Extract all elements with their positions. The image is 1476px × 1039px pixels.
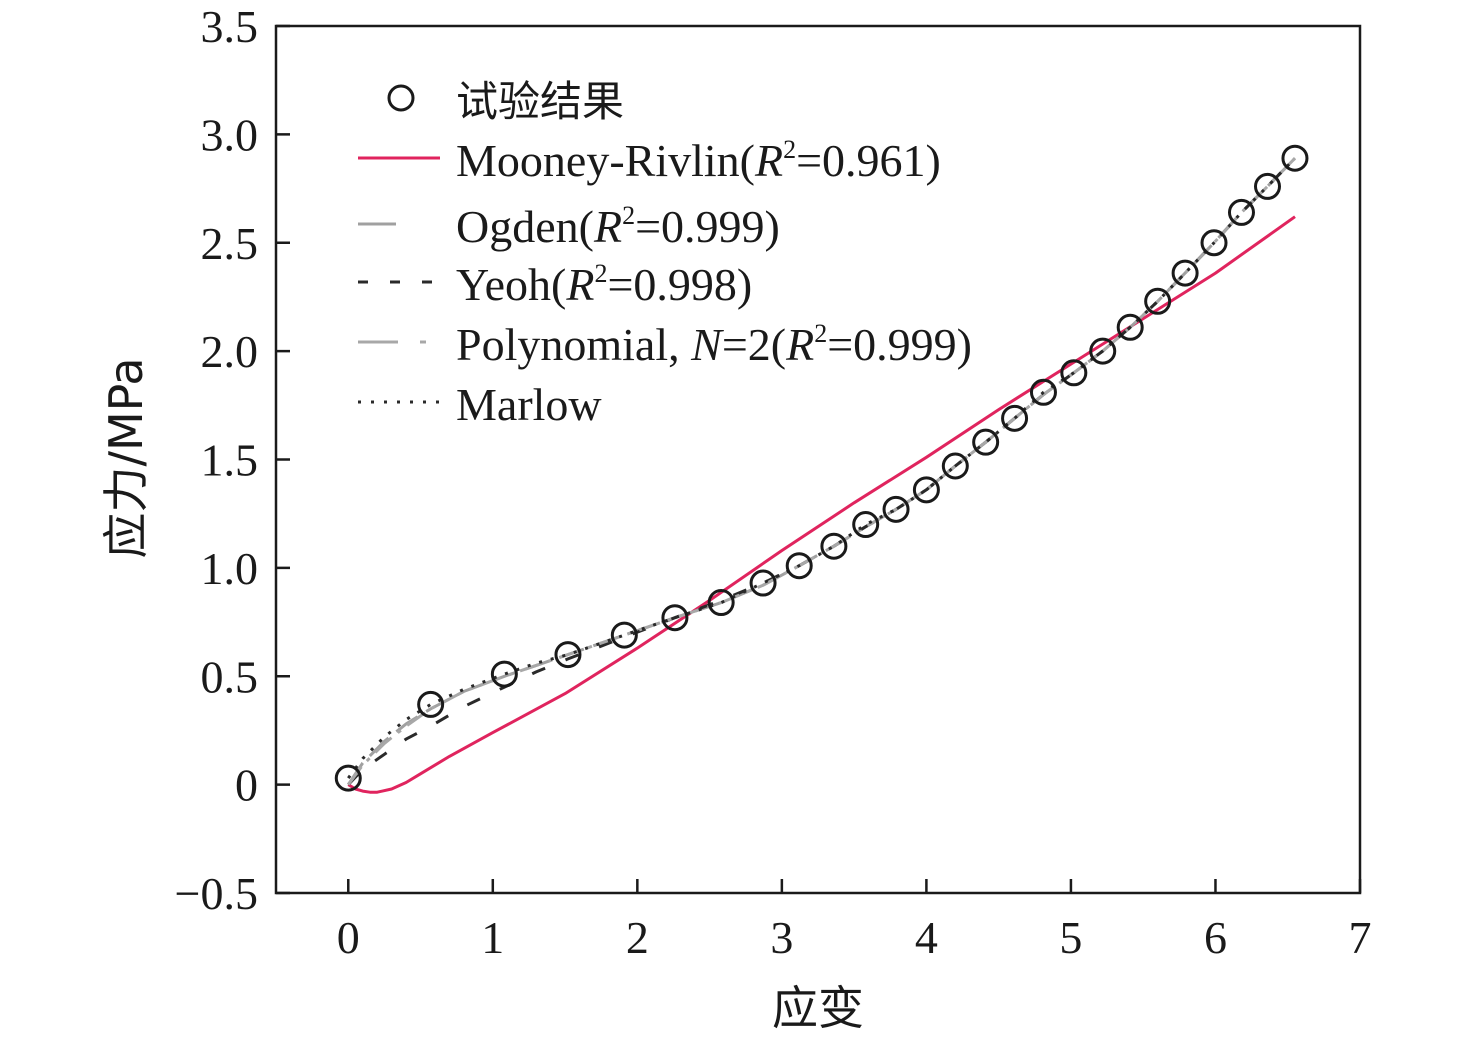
data-point-marker xyxy=(1227,198,1255,226)
y-tick-label: 1.0 xyxy=(201,543,259,594)
series-line-polynomial-n-2 xyxy=(347,157,1297,786)
data-point-marker xyxy=(749,569,777,597)
markers-layer xyxy=(334,144,1309,792)
x-tick-label: 4 xyxy=(915,912,938,963)
legend-entry: Ogden(R2=0.999) xyxy=(358,201,780,252)
data-point-marker xyxy=(554,641,582,669)
legend-entry: Yeoh(R2=0.998) xyxy=(358,259,752,310)
y-tick-label: 0 xyxy=(235,760,258,811)
data-point-marker xyxy=(1253,172,1281,200)
legend-label: Ogden(R2=0.999) xyxy=(456,201,780,252)
y-tick-label: 1.5 xyxy=(201,435,259,486)
y-axis-title: 应力/MPa xyxy=(99,357,153,558)
y-tick-label: −0.5 xyxy=(175,868,258,919)
data-point-marker xyxy=(972,428,1000,456)
data-point-marker xyxy=(610,621,638,649)
y-tick-label: 0.5 xyxy=(201,651,259,702)
data-point-marker xyxy=(912,476,940,504)
legend-label: 试验结果 xyxy=(456,77,624,126)
data-point-marker xyxy=(417,690,445,718)
x-tick-label: 6 xyxy=(1204,912,1227,963)
legend-label: Marlow xyxy=(456,379,602,430)
legend-entry: 试验结果 xyxy=(387,77,624,126)
x-axis-title: 应变 xyxy=(772,981,864,1035)
y-axis: −0.5 0 0.5 1.0 1.5 2.0 2.5 3.0 3.5 xyxy=(175,1,290,919)
data-point-marker xyxy=(1116,313,1144,341)
data-point-marker xyxy=(334,764,362,792)
legend-entry: Polynomial, N=2(R2=0.999) xyxy=(358,319,972,370)
legend: 试验结果 Mooney-Rivlin(R2=0.961) Ogden(R2=0.99… xyxy=(358,77,972,430)
data-point-marker xyxy=(1001,404,1029,432)
data-point-marker xyxy=(1200,229,1228,257)
data-point-marker xyxy=(707,589,735,617)
curves-layer xyxy=(347,157,1297,794)
data-point-marker xyxy=(1281,144,1309,172)
data-point-marker xyxy=(1171,259,1199,287)
x-axis: 0 1 2 3 4 5 6 7 xyxy=(337,879,1372,963)
y-tick-label: 2.0 xyxy=(201,326,259,377)
series-line-yeoh xyxy=(347,157,1297,786)
legend-marker xyxy=(387,84,415,112)
data-point-marker xyxy=(1144,287,1172,315)
x-tick-label: 1 xyxy=(481,912,504,963)
legend-label: Mooney-Rivlin(R2=0.961) xyxy=(456,135,941,186)
data-point-marker xyxy=(1089,337,1117,365)
data-point-marker xyxy=(882,495,910,523)
y-tick-label: 2.5 xyxy=(201,218,259,269)
legend-label: Polynomial, N=2(R2=0.999) xyxy=(456,319,972,370)
y-tick-label: 3.0 xyxy=(201,109,259,160)
data-point-marker xyxy=(490,660,518,688)
x-tick-label: 0 xyxy=(337,912,360,963)
x-tick-label: 2 xyxy=(626,912,649,963)
data-point-marker xyxy=(941,452,969,480)
data-point-marker xyxy=(1060,359,1088,387)
series-line-ogden xyxy=(347,157,1297,786)
y-tick-label: 3.5 xyxy=(201,1,259,52)
legend-entry: Mooney-Rivlin(R2=0.961) xyxy=(358,135,941,186)
data-point-marker xyxy=(820,532,848,560)
legend-label: Yeoh(R2=0.998) xyxy=(456,259,752,310)
data-point-marker xyxy=(661,604,689,632)
data-point-marker xyxy=(852,511,880,539)
x-tick-label: 3 xyxy=(770,912,793,963)
x-tick-label: 7 xyxy=(1349,912,1372,963)
data-point-marker xyxy=(1029,378,1057,406)
x-tick-label: 5 xyxy=(1059,912,1082,963)
data-point-marker xyxy=(785,552,813,580)
legend-entry: Marlow xyxy=(358,379,602,430)
